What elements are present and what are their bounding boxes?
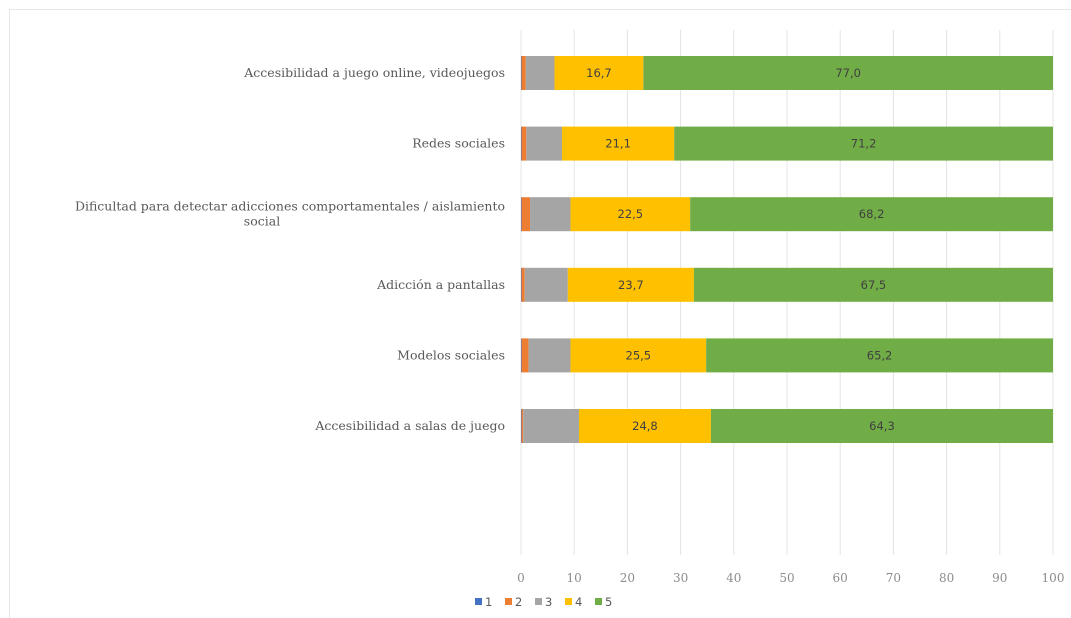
data-label: 77,0 <box>835 66 861 80</box>
bar-segment-series-3 <box>525 268 568 302</box>
x-tick-label: 50 <box>779 571 794 585</box>
x-tick-label: 100 <box>1042 571 1065 585</box>
legend-label: 3 <box>545 595 552 609</box>
data-label: 24,8 <box>632 419 658 433</box>
bar-segment-series-2 <box>522 409 524 443</box>
category-label: social <box>244 214 280 229</box>
bar-segment-series-2 <box>522 56 526 90</box>
category-label: Redes sociales <box>412 136 505 151</box>
bar-segment-series-2 <box>522 338 529 372</box>
legend-label: 2 <box>515 595 522 609</box>
bar-segment-series-3 <box>530 197 570 231</box>
bar-segment-series-3 <box>526 127 562 161</box>
data-label: 16,7 <box>586 66 612 80</box>
legend-label: 4 <box>575 595 582 609</box>
bar-segment-series-2 <box>522 268 525 302</box>
x-tick-label: 70 <box>886 571 901 585</box>
bar-segment-series-3 <box>526 56 555 90</box>
category-label: Modelos sociales <box>397 347 505 362</box>
bar-segment-series-3 <box>528 338 570 372</box>
category-label: Dificultad para detectar adicciones comp… <box>75 199 505 214</box>
bar-segment-series-1 <box>521 409 522 443</box>
bar-segment-series-1 <box>521 127 522 161</box>
category-labels: Accesibilidad a juego online, videojuego… <box>75 65 505 433</box>
data-label: 23,7 <box>618 278 644 292</box>
x-tick-label: 20 <box>620 571 635 585</box>
data-label: 21,1 <box>605 137 631 151</box>
data-label: 67,5 <box>861 278 887 292</box>
x-tick-label: 30 <box>673 571 688 585</box>
data-label: 68,2 <box>859 207 885 221</box>
x-tick-label: 10 <box>567 571 582 585</box>
x-tick-label: 40 <box>726 571 741 585</box>
legend-swatch-5 <box>595 598 602 605</box>
legend-swatch-3 <box>535 598 542 605</box>
legend: 1 2 3 4 5 <box>475 595 612 609</box>
legend-label: 1 <box>485 595 492 609</box>
category-label: Adicción a pantallas <box>376 277 505 292</box>
legend-swatch-4 <box>565 598 572 605</box>
bar-segment-series-3 <box>523 409 579 443</box>
data-label: 22,5 <box>618 207 644 221</box>
category-label: Accesibilidad a salas de juego <box>314 418 505 433</box>
x-tick-label: 60 <box>833 571 848 585</box>
x-tick-label: 0 <box>517 571 525 585</box>
data-label: 25,5 <box>626 348 652 362</box>
data-label: 71,2 <box>851 137 877 151</box>
x-axis-tick-labels: 0 10 20 30 40 50 60 70 80 90 100 <box>517 571 1064 585</box>
x-tick-label: 80 <box>939 571 954 585</box>
legend-swatch-2 <box>505 598 512 605</box>
bar-segment-series-1 <box>521 338 522 372</box>
legend-swatch-1 <box>475 598 482 605</box>
data-label: 65,2 <box>867 348 893 362</box>
category-label: Accesibilidad a juego online, videojuego… <box>243 65 505 80</box>
bar-segment-series-1 <box>521 197 522 231</box>
x-tick-label: 90 <box>992 571 1007 585</box>
bar-segment-series-2 <box>522 127 527 161</box>
bar-segment-series-1 <box>521 268 522 302</box>
legend-label: 5 <box>605 595 612 609</box>
bar-segment-series-1 <box>521 56 522 90</box>
bar-segment-series-2 <box>522 197 531 231</box>
data-label: 64,3 <box>869 419 895 433</box>
